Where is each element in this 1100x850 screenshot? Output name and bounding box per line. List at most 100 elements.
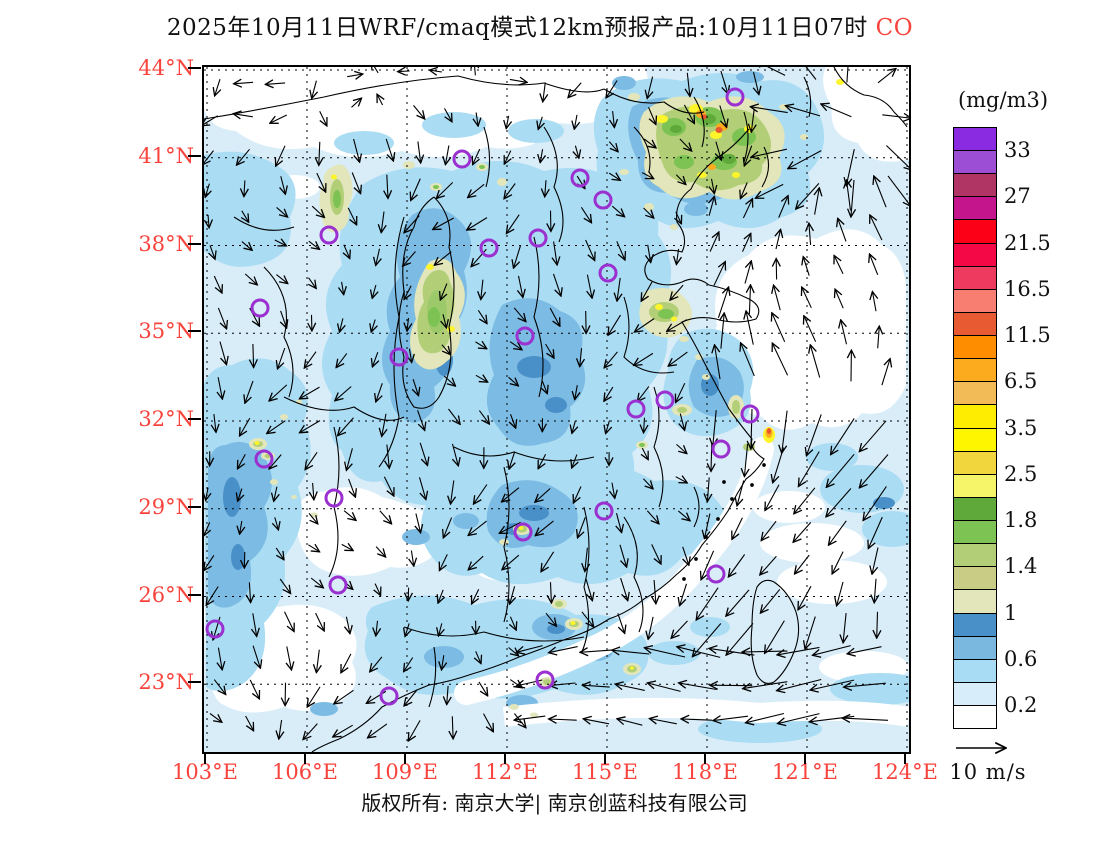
station-marker: [452, 149, 472, 169]
lon-tick-label: 115°E: [572, 760, 638, 784]
colorbar-cell: [953, 658, 997, 683]
colorbar-tick-label: 0.6: [1004, 646, 1038, 671]
station-marker: [626, 399, 646, 419]
title-species: CO: [875, 15, 914, 41]
colorbar-cell: [953, 196, 997, 221]
station-marker: [570, 168, 590, 188]
wind-scale-arrow: [956, 734, 1054, 758]
colorbar-tick-label: 21.5: [1004, 230, 1051, 255]
lon-tick-mark: [204, 753, 206, 764]
station-marker: [594, 501, 614, 521]
colorbar-cell: [953, 150, 997, 175]
station-marker: [515, 326, 535, 346]
lon-tick-label: 103°E: [172, 760, 238, 784]
lon-tick-mark: [604, 753, 606, 764]
lat-tick-label: 26°N: [138, 582, 194, 607]
station-marker: [655, 390, 675, 410]
lat-tick-mark: [188, 593, 201, 596]
boundary-lines-layer: [204, 67, 908, 752]
colorbar-cell: [953, 612, 997, 637]
wind-scale-label: 10 m/s: [949, 760, 1027, 784]
lat-tick-mark: [188, 418, 201, 420]
colorbar-tick-label: 33: [1004, 138, 1031, 163]
colorbar-cell: [953, 404, 997, 429]
colorbar-cell: [953, 358, 997, 383]
station-marker: [706, 564, 726, 584]
station-marker: [319, 225, 339, 245]
colorbar-tick-label: 27: [1004, 184, 1031, 209]
map-frame: [202, 65, 911, 754]
colorbar-cell: [953, 127, 997, 152]
colorbar-tick-label: 1.8: [1004, 508, 1038, 533]
colorbar-cell: [953, 173, 997, 198]
lat-tick-label: 35°N: [138, 319, 194, 344]
colorbar-cell: [953, 473, 997, 498]
colorbar-cell: [953, 335, 997, 360]
lat-tick-mark: [188, 67, 201, 69]
colorbar-units-label: (mg/m3): [957, 88, 1049, 112]
copyright-footer: 版权所有: 南京大学| 南京创蓝科技有限公司: [361, 791, 748, 815]
lat-tick-label: 38°N: [138, 231, 194, 256]
colorbar-tick-label: 0.2: [1004, 693, 1038, 717]
lon-tick-mark: [304, 753, 306, 764]
lon-tick-label: 118°E: [672, 760, 738, 784]
hotspot-layer: [249, 79, 844, 718]
station-marker: [479, 238, 499, 258]
colorbar-cell: [953, 589, 997, 614]
colorbar-cell: [953, 705, 997, 730]
station-marker: [711, 439, 731, 459]
colorbar-cell: [953, 681, 997, 706]
station-marker: [324, 488, 344, 508]
station-marker: [598, 263, 618, 283]
station-marker: [725, 87, 745, 107]
lat-tick-mark: [188, 505, 201, 508]
station-marker: [513, 522, 533, 542]
colorbar-tick-label: 2.5: [1004, 461, 1038, 486]
colorbar-cell: [953, 381, 997, 406]
lon-tick-mark: [504, 753, 506, 764]
station-marker: [250, 298, 270, 318]
colorbar-cell: [953, 265, 997, 290]
co-concentration-map: [204, 67, 909, 752]
lon-tick-mark: [804, 753, 806, 764]
colorbar-tick-label: 6.5: [1004, 369, 1038, 394]
station-marker: [528, 228, 548, 248]
station-marker: [328, 575, 348, 595]
station-marker: [535, 670, 555, 690]
station-marker: [389, 347, 409, 367]
station-marker: [254, 449, 274, 469]
colorbar-tick-label: 3.5: [1004, 415, 1038, 440]
colorbar-cell: [953, 635, 997, 660]
station-marker: [593, 190, 613, 210]
colorbar-tick-label: 16.5: [1004, 276, 1051, 301]
station-marker: [379, 686, 399, 706]
lon-tick-label: 112°E: [472, 760, 538, 784]
page-title: 2025年10月11日WRF/cmaq模式12km预报产品:10月11日07时 …: [0, 8, 1080, 42]
lat-tick-mark: [188, 330, 201, 333]
lat-tick-label: 44°N: [138, 56, 194, 80]
station-marker: [740, 404, 760, 424]
colorbar-cell: [953, 242, 997, 267]
lon-tick-label: 124°E: [872, 760, 938, 784]
colorbar-cell: [953, 496, 997, 522]
lat-tick-label: 23°N: [138, 670, 194, 695]
station-marker: [205, 619, 225, 639]
lat-tick-mark: [188, 242, 201, 245]
colorbar-cell: [953, 450, 997, 475]
colorbar-tick-label: 11.5: [1004, 323, 1051, 348]
colorbar-cell: [953, 543, 997, 568]
lat-tick-mark: [188, 154, 201, 157]
title-text: 2025年10月11日WRF/cmaq模式12km预报产品:10月11日07时: [166, 15, 868, 41]
lon-tick-mark: [904, 753, 906, 764]
lat-tick-mark: [188, 681, 201, 684]
colorbar-cell: [953, 427, 997, 452]
wind-arrows-layer: [204, 67, 909, 741]
concentration-fill-layer: [204, 67, 909, 752]
colorbar-tick-label: 1.4: [1004, 554, 1038, 579]
lon-tick-mark: [704, 753, 706, 764]
colorbar-cell: [953, 311, 997, 337]
colorbar-cell: [953, 566, 997, 591]
colorbar-tick-label: 1: [1004, 600, 1018, 625]
lat-tick-label: 29°N: [138, 494, 194, 519]
